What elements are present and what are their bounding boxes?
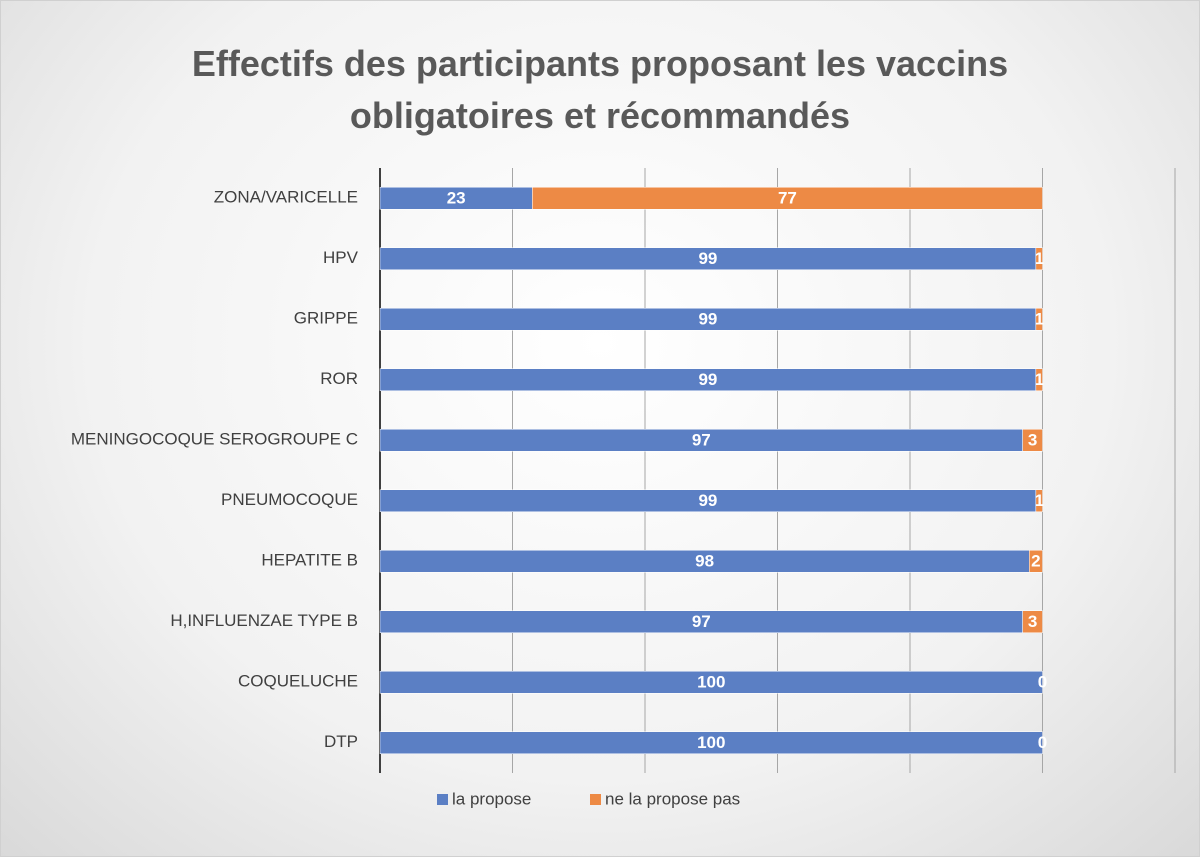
data-label: 99 bbox=[698, 310, 717, 329]
bar-segment bbox=[1035, 247, 1043, 270]
data-label: 3 bbox=[1028, 612, 1037, 631]
bar-segment bbox=[1035, 489, 1043, 512]
y-tick-label: HPV bbox=[323, 248, 359, 267]
bar-segment bbox=[1035, 368, 1043, 391]
data-label: 3 bbox=[1028, 431, 1037, 450]
y-tick-label: MENINGOCOQUE SEROGROUPE C bbox=[71, 430, 358, 449]
bar-segment bbox=[532, 187, 1043, 210]
y-tick-label: PNEUMOCOQUE bbox=[221, 490, 358, 509]
data-label: 100 bbox=[697, 673, 725, 692]
data-label: 2 bbox=[1031, 552, 1040, 571]
data-label: 98 bbox=[695, 552, 714, 571]
y-tick-label: ROR bbox=[320, 369, 358, 388]
y-tick-label: DTP bbox=[324, 732, 358, 751]
data-label: 1 bbox=[1034, 370, 1043, 389]
y-tick-label: H,INFLUENZAE TYPE B bbox=[170, 611, 358, 630]
chart-title: Effectifs des participants proposant les… bbox=[191, 43, 1009, 136]
y-tick-label: COQUELUCHE bbox=[238, 672, 358, 691]
legend-label: ne la propose pas bbox=[605, 789, 740, 808]
data-label: 0 bbox=[1038, 733, 1047, 752]
y-tick-label: HEPATITE B bbox=[261, 551, 358, 570]
data-label: 99 bbox=[698, 370, 717, 389]
bar-segment bbox=[379, 671, 1043, 694]
data-label: 1 bbox=[1034, 249, 1043, 268]
data-label: 99 bbox=[698, 249, 717, 268]
legend-swatch bbox=[437, 794, 448, 805]
data-label: 97 bbox=[692, 612, 711, 631]
data-label: 0 bbox=[1038, 673, 1047, 692]
data-label: 77 bbox=[778, 189, 797, 208]
data-label: 100 bbox=[697, 733, 725, 752]
bar-segment bbox=[379, 731, 1043, 754]
data-label: 99 bbox=[698, 491, 717, 510]
data-label: 23 bbox=[447, 189, 466, 208]
legend-label: la propose bbox=[452, 789, 531, 808]
data-label: 1 bbox=[1034, 491, 1043, 510]
y-tick-label: ZONA/VARICELLE bbox=[214, 188, 358, 207]
bar-segment bbox=[1029, 550, 1043, 573]
y-tick-label: GRIPPE bbox=[294, 309, 358, 328]
bar-segment bbox=[1022, 429, 1043, 452]
bar-segment bbox=[1022, 610, 1043, 633]
data-label: 97 bbox=[692, 431, 711, 450]
data-label: 1 bbox=[1034, 310, 1043, 329]
legend-swatch bbox=[590, 794, 601, 805]
bar-segment bbox=[1035, 308, 1043, 331]
